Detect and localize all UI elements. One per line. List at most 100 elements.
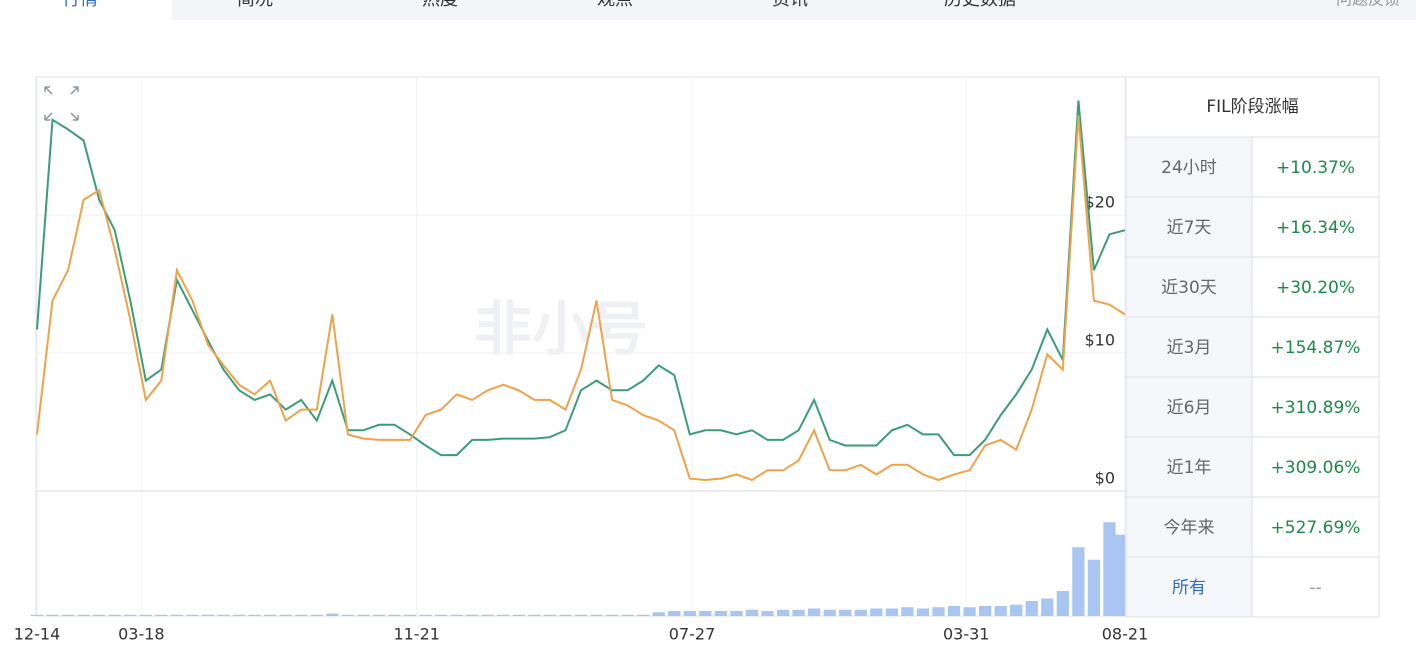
- y-tick-label: $20: [1084, 193, 1115, 212]
- period-change: +16.34%: [1276, 218, 1355, 238]
- volume-bar: [326, 613, 339, 616]
- volume-bar: [745, 609, 759, 616]
- value-cell: [1251, 136, 1380, 198]
- volume-bar: [978, 606, 992, 616]
- volume-bar: [916, 608, 930, 616]
- period-label: 近1年: [1167, 458, 1212, 478]
- value-cell: [1251, 436, 1380, 498]
- volume-bar: [388, 614, 401, 616]
- volume-bar: [792, 609, 805, 616]
- volume-bar: [434, 614, 448, 616]
- volume-bar: [668, 611, 681, 616]
- volume-bar: [1072, 547, 1085, 616]
- tab[interactable]: 资讯: [772, 0, 808, 10]
- volume-bar: [1056, 591, 1069, 616]
- volume-bar: [46, 614, 59, 616]
- volume-bar: [170, 614, 184, 616]
- period-label: 近3月: [1167, 338, 1212, 358]
- volume-bar: [652, 612, 665, 616]
- volume-bar: [559, 614, 572, 616]
- volume-bar: [543, 614, 557, 616]
- volume-bar: [574, 614, 588, 616]
- label-cell: [1125, 556, 1253, 618]
- price-line: [36, 115, 1126, 482]
- period-label[interactable]: 所有: [1172, 578, 1206, 598]
- label-cell: [1125, 436, 1253, 498]
- period-change: +10.37%: [1276, 158, 1355, 178]
- grid: [36, 77, 1126, 616]
- tab[interactable]: 热度: [422, 0, 458, 10]
- volume-bar: [512, 614, 525, 616]
- watermark: 非小号: [474, 295, 648, 363]
- x-tick-label: 03-18: [118, 625, 165, 644]
- period-change: +527.69%: [1271, 518, 1361, 538]
- volume-bar: [108, 614, 121, 616]
- volume-bar: [93, 614, 106, 616]
- volume-bar: [124, 614, 137, 616]
- label-cell: [1125, 316, 1253, 378]
- volume-bar: [310, 614, 323, 616]
- x-tick-label: 07-27: [669, 625, 716, 644]
- volume-bar: [683, 611, 696, 616]
- volume-bar: [77, 614, 90, 616]
- expand-icon[interactable]: [44, 86, 79, 121]
- price-line: [36, 100, 1126, 457]
- period-label: 近7天: [1167, 218, 1212, 238]
- volume-bar: [808, 608, 821, 616]
- volume-bar: [885, 608, 898, 616]
- volume-bar: [264, 614, 277, 616]
- volume-bar: [590, 614, 603, 616]
- label-cell: [1125, 496, 1253, 558]
- period-change: +154.87%: [1271, 338, 1361, 358]
- tab[interactable]: 观点: [597, 0, 633, 10]
- feedback-link[interactable]: 问题反馈: [1336, 0, 1400, 9]
- volume-bar: [1112, 534, 1125, 616]
- volume-bar: [839, 609, 852, 616]
- volume-bar: [61, 614, 75, 616]
- x-tick-label: 12-14: [14, 625, 61, 644]
- label-cell: [1125, 136, 1253, 198]
- volume-bar: [341, 614, 354, 616]
- volume-bar: [1087, 559, 1101, 616]
- volume-bar: [1103, 522, 1116, 616]
- y-tick-label: $10: [1084, 331, 1115, 350]
- volume-bar: [497, 614, 510, 616]
- period-label: 近30天: [1161, 278, 1217, 298]
- period-label: 近6月: [1167, 398, 1212, 418]
- volume-bar: [947, 606, 961, 616]
- volume-bar: [279, 614, 292, 616]
- table-title: FIL阶段涨幅: [1206, 97, 1298, 117]
- volume-bar: [963, 607, 976, 616]
- volume-bar: [217, 614, 230, 616]
- volume-bar: [248, 614, 261, 616]
- volume-bar: [776, 609, 790, 616]
- period-label: 今年来: [1164, 518, 1215, 538]
- volume-bar: [201, 614, 215, 616]
- volume-bar: [621, 614, 634, 616]
- volume-bar: [1041, 598, 1054, 616]
- volume-bar: [186, 614, 199, 616]
- volume-bar: [823, 609, 836, 616]
- tab[interactable]: 简况: [237, 0, 273, 10]
- volume-bar: [419, 614, 432, 616]
- volume-bar: [481, 614, 494, 616]
- period-label: 24小时: [1161, 158, 1217, 178]
- table-header-bg: [1125, 76, 1380, 138]
- volume-bar: [714, 611, 728, 616]
- period-change: +30.20%: [1276, 278, 1355, 298]
- volume-bar: [372, 614, 386, 616]
- x-tick-label: 11-21: [393, 625, 440, 644]
- volume-bar: [139, 614, 152, 616]
- tab[interactable]: 行情: [62, 0, 98, 10]
- value-cell: [1251, 376, 1380, 438]
- tab[interactable]: 历史数据: [944, 0, 1016, 10]
- y-tick-label: $0: [1095, 469, 1115, 488]
- volume-bar: [403, 614, 417, 616]
- volume-bar: [1010, 604, 1023, 616]
- volume-bar: [854, 609, 867, 616]
- tab-bar: [172, 0, 1416, 20]
- x-tick-label: 08-21: [1102, 625, 1149, 644]
- volume-bar: [295, 614, 308, 616]
- period-change: --: [1309, 578, 1321, 598]
